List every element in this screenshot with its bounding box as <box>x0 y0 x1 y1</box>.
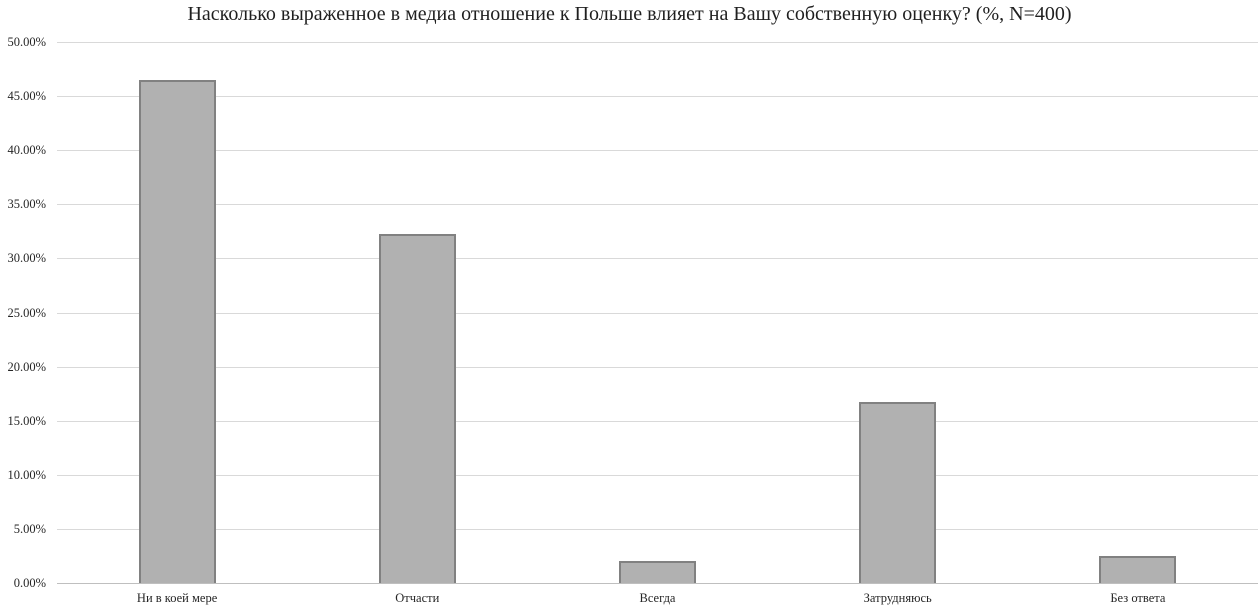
y-axis-tick-label: 30.00% <box>7 251 46 266</box>
y-axis-tick-label: 40.00% <box>7 143 46 158</box>
x-axis-category-label: Без ответа <box>1110 591 1166 605</box>
y-axis-tick-label: 10.00% <box>7 467 46 482</box>
gridline <box>57 420 1258 422</box>
gridline <box>57 366 1258 368</box>
y-axis-tick-label: 50.00% <box>7 35 46 49</box>
gridline <box>57 312 1258 314</box>
bar-4 <box>859 401 937 583</box>
gridline <box>57 96 1258 98</box>
gridline <box>57 474 1258 476</box>
plot-area <box>57 42 1258 584</box>
bar-1 <box>138 79 216 583</box>
gridline <box>57 258 1258 260</box>
y-axis-tick-label: 5.00% <box>13 521 46 536</box>
gridline <box>57 42 1258 43</box>
y-axis-tick-label: 45.00% <box>7 89 46 104</box>
y-axis-tick-label: 35.00% <box>7 197 46 212</box>
gridline <box>57 528 1258 530</box>
gridline <box>57 150 1258 152</box>
chart-title: Насколько выраженное в медиа отношение к… <box>187 3 1072 25</box>
bar-5 <box>1099 555 1177 583</box>
y-axis-tick-label: 15.00% <box>7 413 46 428</box>
y-axis: 0.00% 5.00% 10.00% 15.00% 20.00% 25.00% 30.00%… <box>0 35 46 590</box>
bar-2 <box>378 234 456 583</box>
gridline <box>57 204 1258 206</box>
x-axis-category-label: Отчасти <box>395 591 440 605</box>
x-axis: Ни в коей мере Отчасти Всегда Затрудняюсь Бе… <box>57 591 1258 609</box>
x-axis-category-label: Ни в коей мере <box>136 591 218 605</box>
y-axis-tick-label: 0.00% <box>13 576 46 590</box>
bar-3 <box>619 561 696 583</box>
x-axis-line <box>57 583 1258 584</box>
y-axis-tick-label: 20.00% <box>7 359 46 374</box>
y-axis-tick-label: 25.00% <box>7 305 46 320</box>
x-axis-category-label: Всегда <box>639 591 676 605</box>
x-axis-category-label: Затрудняюсь <box>863 591 932 605</box>
